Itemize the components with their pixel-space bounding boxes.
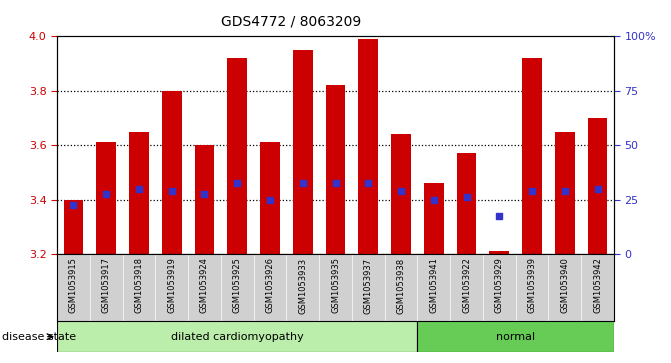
Text: GDS4772 / 8063209: GDS4772 / 8063209: [221, 15, 361, 29]
Text: GSM1053942: GSM1053942: [593, 257, 602, 313]
Text: GSM1053926: GSM1053926: [266, 257, 274, 314]
Point: [396, 189, 407, 195]
Point: [363, 180, 374, 186]
Text: GSM1053922: GSM1053922: [462, 257, 471, 313]
Bar: [57, 321, 417, 352]
Text: GSM1053915: GSM1053915: [69, 257, 78, 313]
Point: [264, 197, 275, 203]
Point: [592, 186, 603, 192]
Point: [494, 213, 505, 219]
Text: GSM1053933: GSM1053933: [298, 257, 307, 314]
Text: GSM1053918: GSM1053918: [134, 257, 144, 314]
Bar: [325, 85, 346, 254]
Text: GSM1053929: GSM1053929: [495, 257, 504, 313]
Text: GSM1053917: GSM1053917: [102, 257, 111, 314]
Bar: [391, 134, 411, 254]
Point: [330, 180, 341, 186]
Bar: [293, 50, 313, 254]
Point: [560, 189, 570, 195]
Bar: [417, 321, 614, 352]
Point: [134, 186, 144, 192]
Point: [461, 194, 472, 200]
Bar: [260, 143, 280, 254]
Text: dilated cardiomyopathy: dilated cardiomyopathy: [171, 332, 303, 342]
Bar: [522, 58, 542, 254]
Bar: [97, 143, 116, 254]
Point: [101, 191, 111, 197]
Point: [199, 191, 210, 197]
Text: GSM1053925: GSM1053925: [233, 257, 242, 313]
Text: GSM1053919: GSM1053919: [167, 257, 176, 313]
Bar: [358, 39, 378, 254]
Point: [232, 180, 243, 186]
Bar: [588, 118, 607, 254]
Text: GSM1053924: GSM1053924: [200, 257, 209, 313]
Point: [166, 189, 177, 195]
Bar: [129, 132, 149, 254]
Text: normal: normal: [496, 332, 535, 342]
Text: GSM1053935: GSM1053935: [331, 257, 340, 314]
Bar: [424, 183, 444, 254]
Bar: [489, 252, 509, 254]
Bar: [195, 145, 214, 254]
Point: [297, 180, 308, 186]
Text: GSM1053941: GSM1053941: [429, 257, 438, 313]
Point: [527, 189, 537, 195]
Bar: [227, 58, 247, 254]
Point: [68, 202, 79, 208]
Bar: [555, 132, 574, 254]
Text: GSM1053938: GSM1053938: [397, 257, 405, 314]
Text: GSM1053940: GSM1053940: [560, 257, 569, 313]
Point: [428, 197, 439, 203]
Text: GSM1053939: GSM1053939: [527, 257, 537, 314]
Bar: [457, 154, 476, 254]
Bar: [162, 91, 182, 254]
Text: disease state: disease state: [2, 332, 76, 342]
Text: GSM1053937: GSM1053937: [364, 257, 373, 314]
Bar: [64, 200, 83, 254]
